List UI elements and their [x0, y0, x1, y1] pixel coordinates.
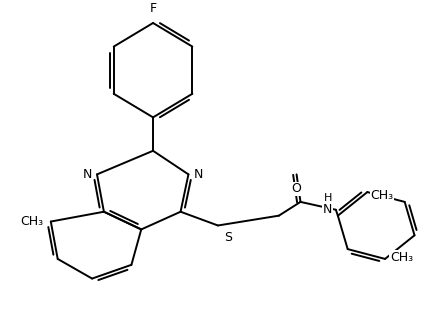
Text: CH₃: CH₃: [369, 189, 392, 202]
Text: N: N: [322, 203, 331, 216]
Text: N: N: [193, 168, 202, 181]
Text: N: N: [83, 168, 92, 181]
Text: CH₃: CH₃: [20, 215, 43, 228]
Text: O: O: [291, 182, 301, 195]
Text: H: H: [323, 193, 331, 203]
Text: S: S: [223, 232, 231, 244]
Text: F: F: [149, 2, 156, 15]
Text: CH₃: CH₃: [389, 251, 412, 264]
